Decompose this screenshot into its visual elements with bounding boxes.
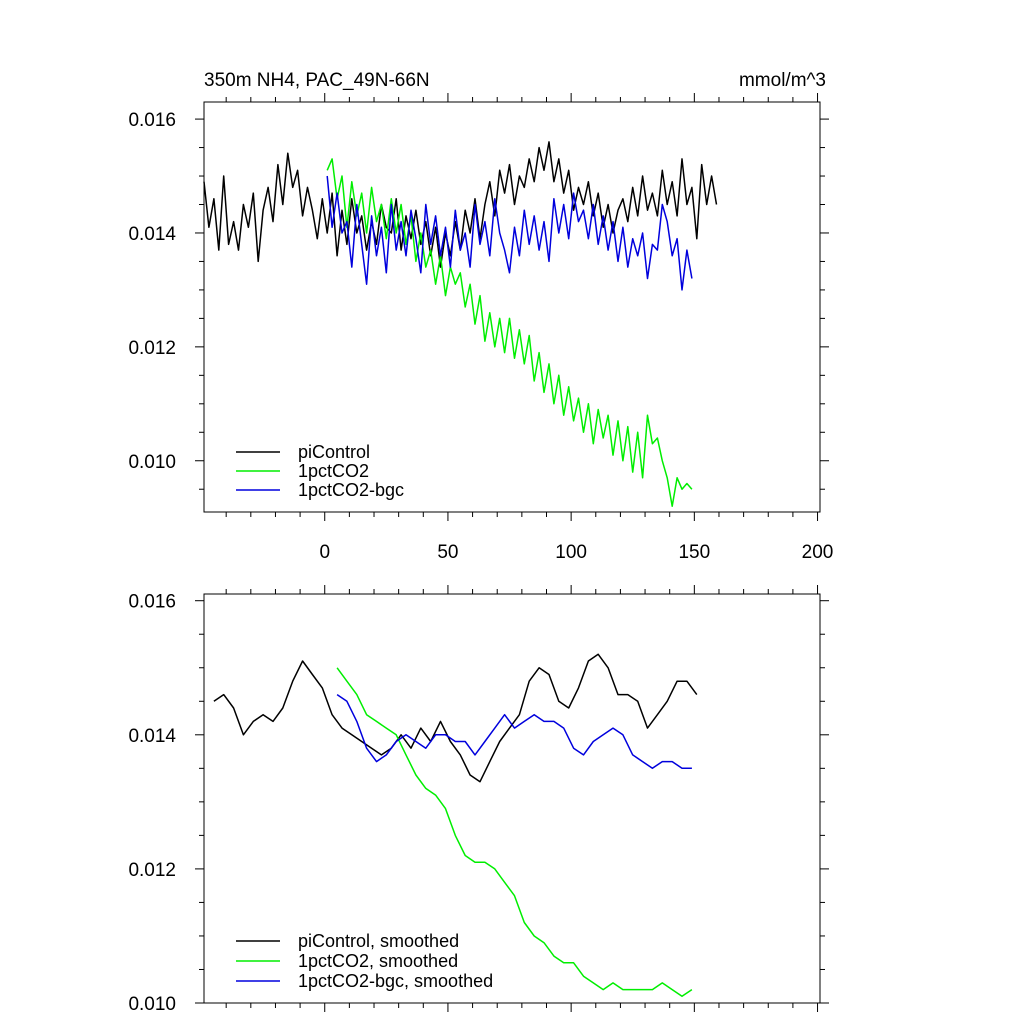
- chart-title: 350m NH4, PAC_49N-66N: [204, 70, 430, 91]
- x-tick-label: 0: [319, 542, 330, 563]
- legend-label: piControl, smoothed: [298, 931, 459, 951]
- y-tick-label: 0.014: [128, 224, 176, 245]
- units-label: mmol/m^3: [739, 70, 826, 91]
- y-tick-label: 0.016: [128, 592, 176, 613]
- y-tick-label: 0.012: [128, 338, 176, 359]
- x-tick-label: 200: [802, 542, 834, 563]
- top-plot-panel: 350m NH4, PAC_49N-66N mmol/m^3 0 50 100 150…: [128, 70, 833, 563]
- top-axis-ticks: 0 50 100 150 200 0.010 0.012 0.014 0.016: [128, 93, 833, 563]
- y-tick-label: 0.012: [128, 860, 176, 881]
- legend-label: 1pctCO2: [298, 461, 369, 481]
- x-tick-label: 150: [678, 542, 710, 563]
- bottom-series-layer: [213, 653, 698, 998]
- legend-label: 1pctCO2-bgc, smoothed: [298, 971, 493, 991]
- series-line-1pctco2: [326, 158, 693, 508]
- legend-label: 1pctCO2-bgc: [298, 480, 404, 500]
- legend-label: 1pctCO2, smoothed: [298, 951, 458, 971]
- series-line-picontrol-smoothed: [213, 653, 698, 783]
- y-tick-label: 0.016: [128, 110, 176, 131]
- y-tick-label: 0.014: [128, 726, 176, 747]
- legend-label: piControl: [298, 442, 370, 462]
- series-line-1pctco2-smoothed: [336, 667, 693, 998]
- top-plot-frame: [203, 101, 821, 513]
- x-tick-label: 50: [437, 542, 458, 563]
- series-line-1pctco2-bgc-smoothed: [336, 693, 692, 770]
- x-tick-label: 100: [555, 542, 587, 563]
- top-series-layer: [203, 141, 718, 508]
- series-line-1pctco2-bgc: [326, 175, 693, 291]
- y-tick-label: 0.010: [128, 452, 176, 473]
- y-tick-label: 0.010: [128, 994, 176, 1015]
- bottom-axis-ticks: 0.010 0.012 0.014 0.016: [128, 585, 829, 1015]
- bottom-plot-panel: 0.010 0.012 0.014 0.016 piControl, smoothed…: [128, 585, 829, 1015]
- bottom-plot-frame: [203, 593, 821, 1004]
